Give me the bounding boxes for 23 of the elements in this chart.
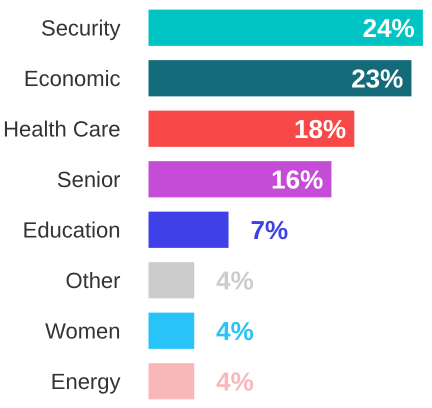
data-label: 4% — [216, 366, 254, 396]
y-tick-label: Health Care — [3, 116, 120, 142]
data-label: 24% — [362, 12, 415, 43]
y-tick-label: Security — [41, 15, 121, 40]
y-tick-label: Economic — [24, 66, 120, 91]
bar — [148, 60, 412, 96]
y-tick-label: Energy — [50, 368, 121, 394]
bar — [148, 312, 194, 349]
data-label: 16% — [271, 164, 324, 194]
bar — [148, 110, 354, 147]
y-tick-label: Education — [22, 217, 121, 242]
y-tick-label: Women — [45, 318, 121, 344]
bar — [148, 363, 194, 400]
data-label: 23% — [351, 63, 404, 94]
bar — [148, 161, 332, 198]
y-tick-label: Other — [65, 268, 121, 293]
data-label: 18% — [294, 114, 346, 144]
data-label: 7% — [250, 214, 288, 245]
bar — [148, 10, 423, 46]
y-tick-label: Senior — [56, 166, 120, 192]
bar — [148, 262, 194, 298]
data-label: 4% — [216, 316, 254, 346]
bar — [148, 212, 229, 248]
